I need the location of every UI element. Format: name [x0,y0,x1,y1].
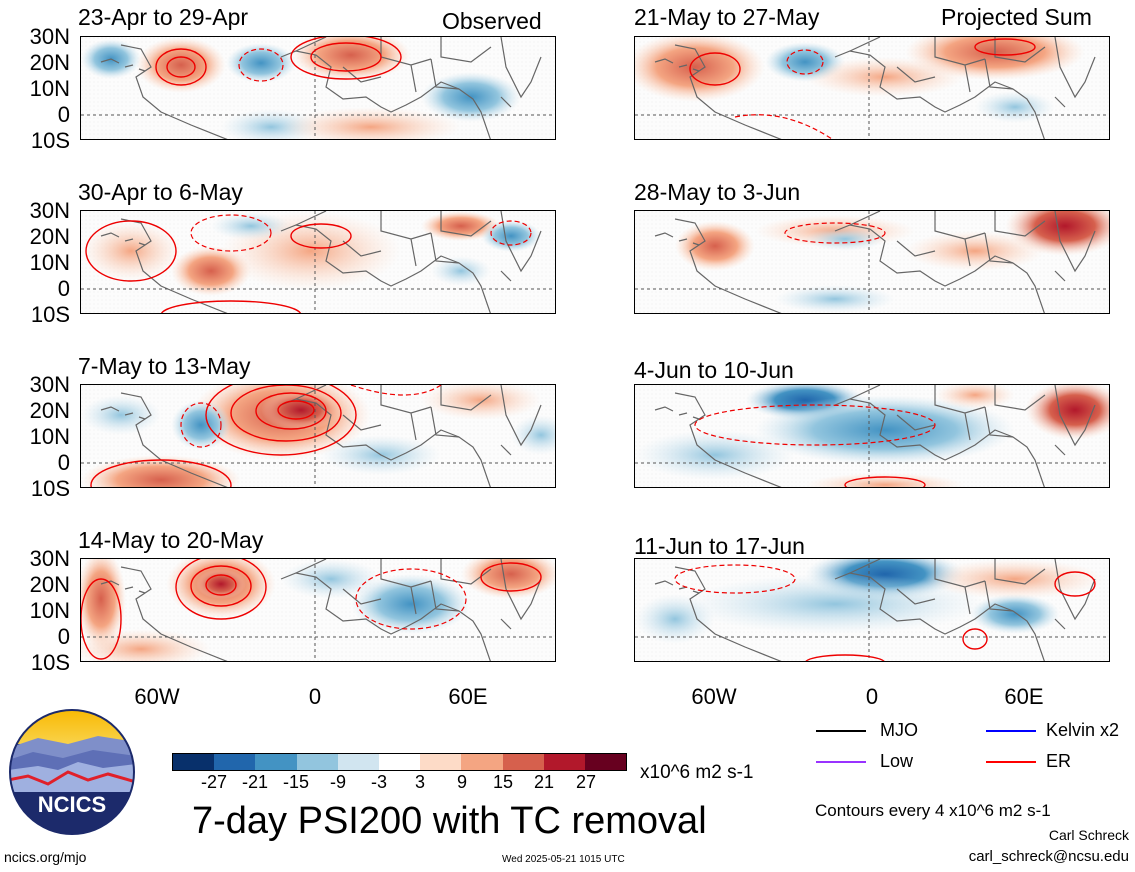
map-panel-proj-3 [634,384,1110,488]
lat-label: 10N [29,424,70,449]
lat-label: 30N [29,546,70,571]
map-panel-obs-3 [80,384,556,488]
colorbar-label: 9 [456,772,467,792]
lon-label-60w-left: 60W [134,684,180,709]
colorbar-swatch [296,754,338,770]
panel-title-proj-1: 21-May to 27-May [634,4,820,30]
lat-label: 0 [57,276,70,301]
legend-line-low [816,761,866,763]
legend-label-mjo: MJO [880,720,918,740]
colorbar-units: x10^6 m2 s-1 [640,762,754,783]
lat-label: 10S [30,650,70,675]
map-panel-proj-4 [634,558,1110,662]
colorbar-swatch [420,754,462,770]
lat-label: 20N [29,572,70,597]
colorbar-swatch [173,754,215,770]
colorbar-swatch [337,754,379,770]
map-panel-obs-2 [80,210,556,314]
colorbar-swatch [214,754,256,770]
timestamp: Wed 2025-05-21 1015 UTC [502,854,625,865]
author-name: Carl Schreck [1048,827,1129,843]
main-title: 7-day PSI200 with TC removal [192,800,707,842]
colorbar [172,753,627,771]
lat-label: 20N [29,398,70,423]
colorbar-swatch [378,754,421,770]
colorbar-label: -21 [241,772,268,792]
lat-label: 30N [29,372,70,397]
lat-label: 20N [29,50,70,75]
colorbar-label: 15 [492,772,514,792]
panel-title-obs-3: 7-May to 13-May [78,353,251,379]
legend-label-low: Low [880,751,914,771]
legend-line-er [986,761,1036,763]
map-panel-proj-2 [634,210,1110,314]
lat-label: 10N [29,598,70,623]
legend-label-er: ER [1046,751,1072,771]
lat-label: 10S [30,128,70,153]
lon-label-60e-left: 60E [448,684,488,709]
colorbar-label: 21 [533,772,555,792]
lon-label-60w-right: 60W [691,684,737,709]
lat-label: 10N [29,250,70,275]
ncics-logo: NCICS [8,708,136,836]
panel-title-obs-4: 14-May to 20-May [78,527,264,553]
panel-title-proj-4: 11-Jun to 17-Jun [634,533,805,559]
colorbar-swatch [584,754,627,770]
lon-label-0-left: 0 [308,684,322,709]
legend-label-kelvin: Kelvin x2 [1046,720,1120,740]
lat-label: 10S [30,476,70,501]
legend-line-mjo [816,730,866,732]
author-email[interactable]: carl_schreck@ncsu.edu [968,848,1129,865]
panel-title-proj-3: 4-Jun to 10-Jun [634,357,794,383]
projected-sum-label: Projected Sum [941,4,1092,30]
colorbar-label: -15 [282,772,309,792]
lon-label-60e-right: 60E [1004,684,1044,709]
panel-title-obs-2: 30-Apr to 6-May [78,179,243,205]
colorbar-swatch [461,754,503,770]
lat-label: 20N [29,224,70,249]
lat-label: 30N [29,24,70,49]
legend-line-kelvin [986,730,1036,732]
lat-label: 10N [29,76,70,101]
colorbar-label: 27 [575,772,597,792]
contour-note: Contours every 4 x10^6 m2 s-1 [815,801,1051,820]
colorbar-label: -9 [329,772,346,792]
observed-label: Observed [442,8,542,34]
website-link[interactable]: ncics.org/mjo [4,849,87,865]
map-panel-obs-1 [80,36,556,140]
colorbar-label: -3 [370,772,387,792]
lat-label: 0 [57,102,70,127]
lon-label-0-right: 0 [865,684,879,709]
lat-label: 0 [57,624,70,649]
colorbar-swatch [502,754,544,770]
colorbar-label: -27 [200,772,227,792]
panel-title-obs-1: 23-Apr to 29-Apr [78,4,249,30]
lat-label: 10S [30,302,70,327]
colorbar-swatch [255,754,297,770]
colorbar-swatch [543,754,585,770]
panel-title-proj-2: 28-May to 3-Jun [634,179,801,205]
map-panel-obs-4 [80,558,556,662]
logo-text: NCICS [38,792,106,817]
colorbar-label: 3 [414,772,425,792]
lat-label: 0 [57,450,70,475]
lat-label: 30N [29,198,70,223]
map-panel-proj-1 [634,36,1110,140]
